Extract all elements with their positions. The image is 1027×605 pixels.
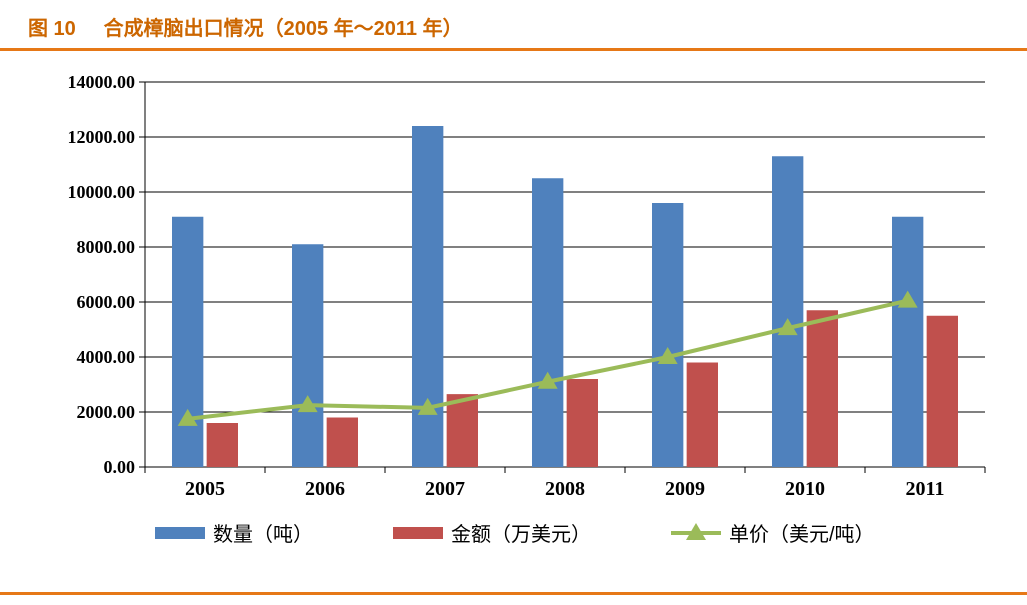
bar-qty bbox=[652, 203, 683, 467]
category-label: 2008 bbox=[545, 478, 585, 500]
category-label: 2010 bbox=[785, 478, 825, 500]
bar-qty bbox=[172, 217, 203, 467]
category-label: 2005 bbox=[185, 478, 225, 500]
bar-amount bbox=[567, 379, 598, 467]
bar-qty bbox=[292, 244, 323, 467]
category-label: 2006 bbox=[305, 478, 345, 500]
figure-wrapper: 图 10 合成樟脑出口情况（2005 年～2011 年） 0.00 2000.00… bbox=[0, 0, 1027, 605]
category-label: 2009 bbox=[665, 478, 705, 500]
chart-svg: 0.00 2000.00 4000.00 6000.00 8000.00 10000.00… bbox=[30, 72, 1000, 572]
figure-number: 图 10 bbox=[28, 18, 76, 40]
y-tick-label: 14000.00 bbox=[68, 72, 136, 92]
bar-amount bbox=[687, 363, 718, 468]
bar-qty bbox=[412, 126, 443, 467]
bottom-rule bbox=[0, 592, 1027, 595]
bar-qty bbox=[892, 217, 923, 467]
y-tick-label: 2000.00 bbox=[77, 402, 136, 422]
bar-amount bbox=[207, 423, 238, 467]
y-tick-label: 4000.00 bbox=[77, 347, 136, 367]
y-tick-label: 6000.00 bbox=[77, 292, 136, 312]
y-tick-label: 8000.00 bbox=[77, 237, 136, 257]
category-label: 2007 bbox=[425, 478, 465, 500]
bar-qty bbox=[772, 156, 803, 467]
legend-swatch-amount bbox=[393, 527, 443, 539]
category-label: 2011 bbox=[906, 478, 945, 500]
y-tick-label: 0.00 bbox=[104, 457, 136, 477]
bar-amount bbox=[447, 394, 478, 467]
bar-amount bbox=[927, 316, 958, 467]
chart-area: 0.00 2000.00 4000.00 6000.00 8000.00 10000.00… bbox=[30, 72, 1000, 572]
bar-amount bbox=[327, 418, 358, 468]
top-rule bbox=[0, 48, 1027, 51]
y-tick-label: 12000.00 bbox=[68, 127, 136, 147]
y-tick-label: 10000.00 bbox=[68, 182, 136, 202]
legend-swatch-qty bbox=[155, 527, 205, 539]
bar-amount bbox=[807, 310, 838, 467]
bar-qty bbox=[532, 178, 563, 467]
legend-label-price: 单价（美元/吨） bbox=[729, 523, 875, 546]
figure-title: 图 10 合成樟脑出口情况（2005 年～2011 年） bbox=[28, 12, 463, 41]
figure-title-text: 合成樟脑出口情况（2005 年～2011 年） bbox=[104, 18, 463, 40]
legend-label-amount: 金额（万美元） bbox=[451, 523, 591, 546]
legend-label-qty: 数量（吨） bbox=[213, 523, 313, 546]
